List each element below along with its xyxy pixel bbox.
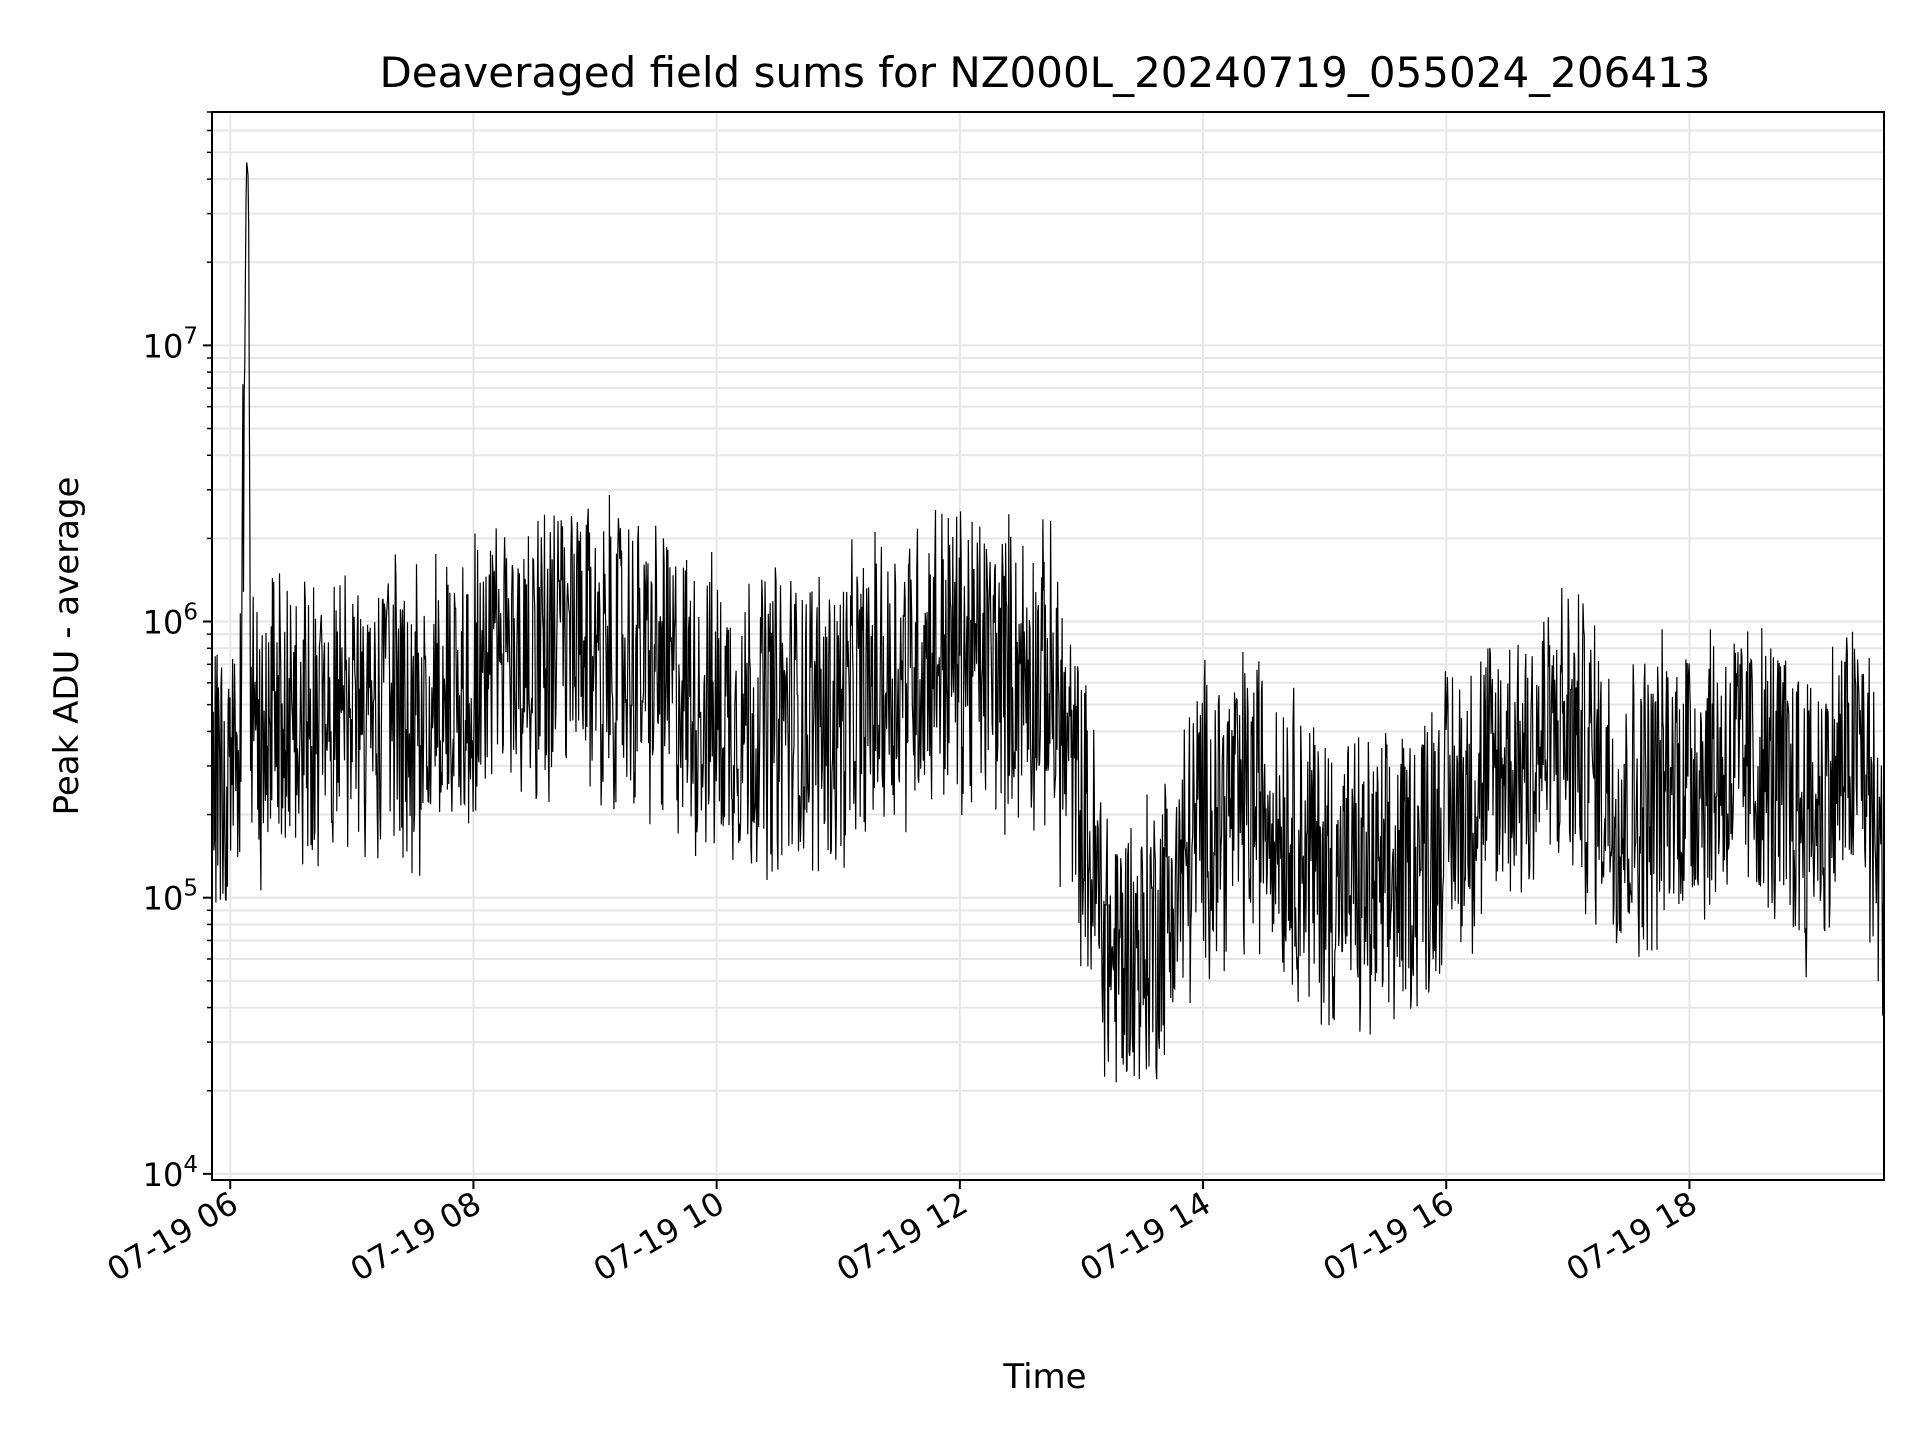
x-axis-label: Time [1002, 1357, 1086, 1397]
y-tick-label: 104 [143, 1152, 198, 1194]
y-tick-label: 107 [143, 323, 198, 365]
data-series [211, 162, 1885, 1083]
y-tick-label: 106 [143, 600, 198, 642]
chart-title: Deaveraged field sums for NZ000L_2024071… [379, 48, 1710, 97]
y-tick-label: 105 [143, 876, 198, 918]
plot-frame [211, 111, 1885, 1181]
y-axis-label: Peak ADU - average [47, 477, 87, 816]
series-line [211, 162, 1885, 1083]
